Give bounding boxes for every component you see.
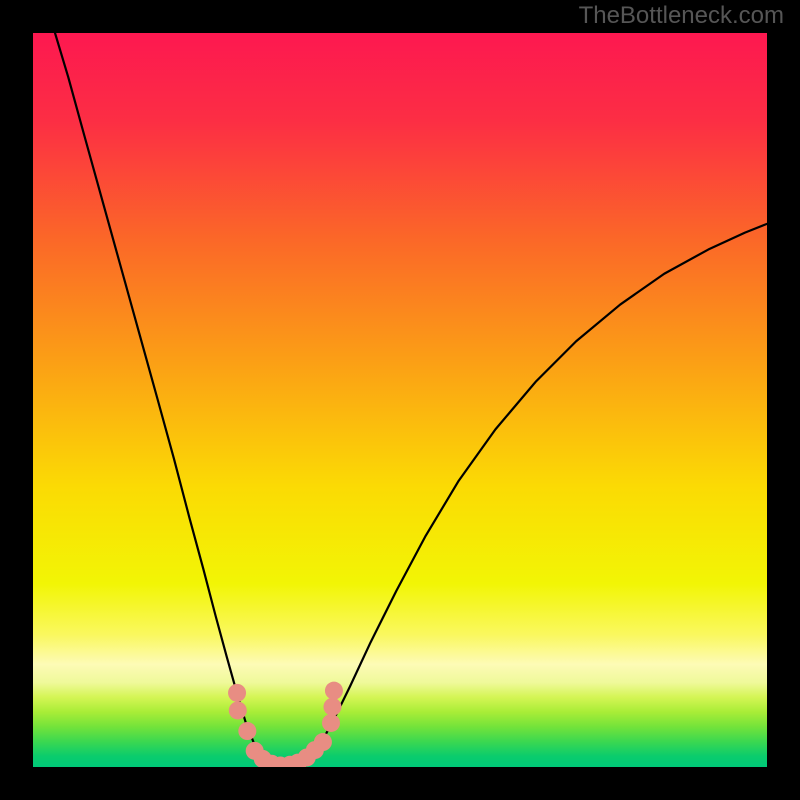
gradient-background [33,33,767,767]
data-marker [228,684,246,702]
plot-area [33,33,767,767]
data-marker [322,714,340,732]
data-marker [238,722,256,740]
data-marker [325,682,343,700]
bottleneck-chart [33,33,767,767]
data-marker [314,733,332,751]
stage: TheBottleneck.com [0,0,800,800]
watermark-label: TheBottleneck.com [579,2,784,30]
data-marker [323,698,341,716]
data-marker [229,701,247,719]
